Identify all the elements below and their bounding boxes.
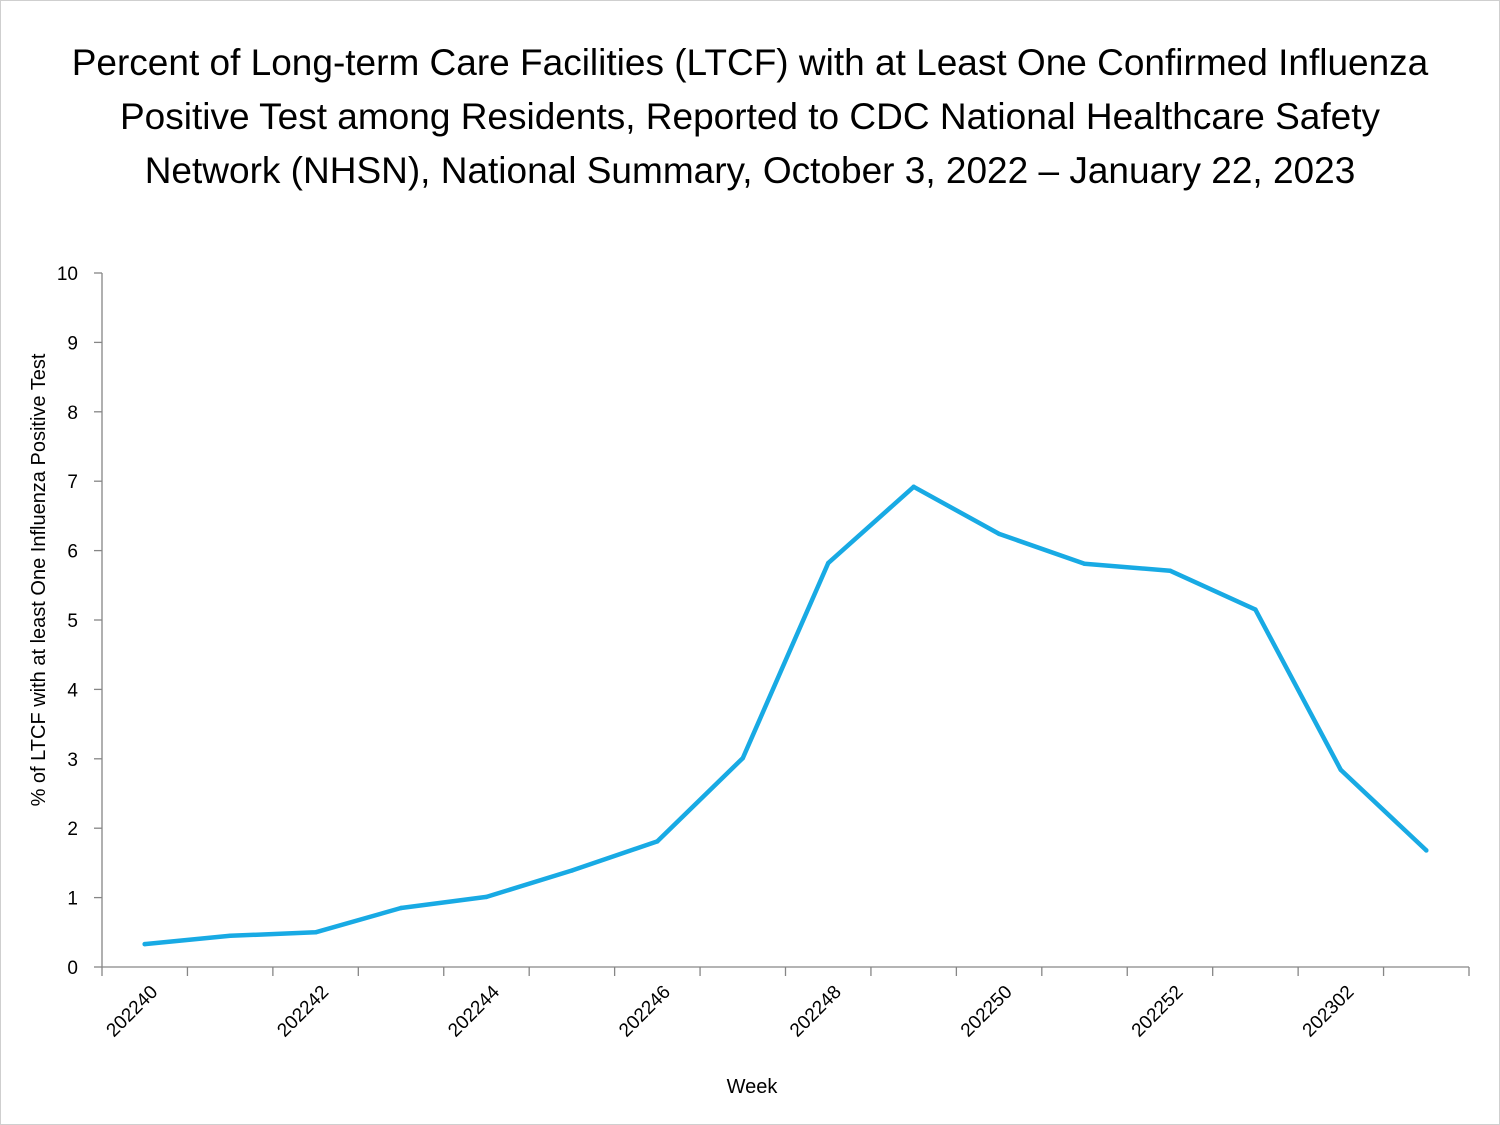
y-tick-label: 8 (67, 403, 78, 424)
data-point (1253, 607, 1258, 612)
series-line (142, 484, 1429, 947)
chart-title-line-2: Positive Test among Residents, Reported … (119, 96, 1380, 137)
x-tick-label: 202246 (615, 982, 675, 1042)
y-tick-label: 1 (67, 889, 78, 910)
data-point (227, 933, 233, 938)
x-tick-label: 202248 (786, 982, 846, 1042)
data-point (484, 894, 489, 900)
data-point (996, 531, 1002, 537)
data-point (655, 839, 660, 844)
y-axis: 0 1 2 3 4 5 6 7 8 9 10 (57, 264, 103, 979)
data-point (569, 868, 575, 873)
x-tick-label: 202250 (957, 982, 1017, 1042)
y-tick-label: 7 (67, 472, 78, 493)
chart-title-line-3: Network (NHSN), National Summary, Octobe… (144, 150, 1356, 191)
data-point (142, 941, 147, 947)
y-tick-label: 9 (67, 333, 78, 354)
x-tick-label: 202252 (1128, 982, 1188, 1042)
y-tick-label: 6 (67, 542, 78, 563)
data-point (1167, 568, 1173, 573)
y-tick-label: 4 (67, 680, 78, 701)
data-point (1082, 561, 1087, 566)
data-point (1338, 767, 1344, 773)
y-tick-label: 0 (67, 958, 78, 979)
chart-title-line-1: Percent of Long-term Care Facilities (LT… (71, 42, 1429, 83)
series-group (142, 484, 1429, 947)
y-tick-label: 2 (67, 819, 78, 840)
x-tick-label: 202302 (1299, 982, 1359, 1042)
chart-title: Percent of Long-term Care Facilities (LT… (0, 36, 1500, 198)
y-tick-label: 5 (67, 611, 78, 632)
x-axis: 202240 202242 202244 202246 202248 202250 2022… (101, 966, 1470, 1042)
data-point (826, 560, 831, 566)
data-point (1424, 848, 1429, 853)
data-point (398, 905, 404, 911)
x-tick-label: 202242 (273, 982, 333, 1042)
y-tick-label: 10 (57, 264, 78, 285)
x-tick-label: 202240 (103, 982, 163, 1042)
data-point (911, 484, 916, 489)
y-tick-label: 3 (67, 750, 78, 771)
y-axis-title: % of LTCF with at least One Influenza Po… (28, 353, 50, 806)
data-point (740, 755, 745, 761)
x-tick-label: 202244 (444, 981, 504, 1041)
x-axis-title: Week (727, 1076, 779, 1098)
data-point (313, 930, 318, 935)
